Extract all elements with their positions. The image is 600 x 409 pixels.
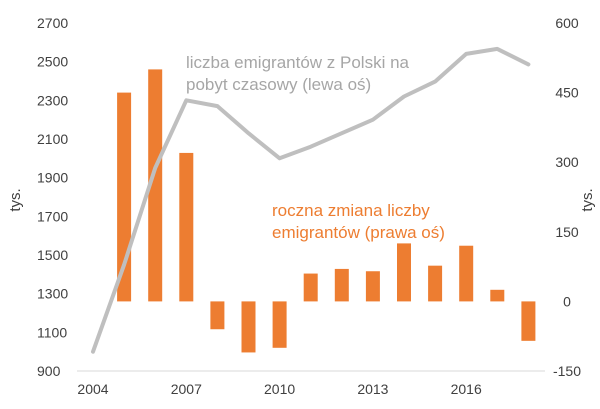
left-tick-label: 900	[37, 363, 61, 379]
left-tick-label: 2700	[37, 15, 68, 31]
right-tick-label: 600	[555, 15, 579, 31]
left-tick-label: 1700	[37, 208, 68, 224]
bar	[490, 289, 505, 302]
left-tick-label: 1500	[37, 247, 68, 263]
x-tick-label: 2013	[357, 381, 388, 397]
bar	[428, 265, 443, 302]
left-tick-label: 1300	[37, 286, 68, 302]
right-axis-label: tys.	[579, 188, 596, 211]
bar	[272, 301, 287, 348]
left-tick-label: 1100	[37, 324, 67, 340]
bar-annotation-line-1: roczna zmiana liczby	[272, 201, 430, 220]
line-series	[91, 46, 531, 354]
right-tick-label: -150	[553, 363, 581, 379]
x-tick-label: 2010	[264, 381, 295, 397]
left-tick-label: 2300	[37, 92, 68, 108]
bar	[334, 268, 349, 302]
line-annotation: liczba emigrantów z Polski na pobyt czas…	[186, 53, 414, 94]
bar	[148, 69, 163, 302]
bar	[459, 245, 474, 302]
x-tick-label: 2007	[171, 381, 202, 397]
x-axis-ticks: 2004 2007 2010 2013 2016	[77, 381, 482, 397]
line-annotation-line-1: liczba emigrantów z Polski na	[186, 53, 410, 72]
bar	[303, 273, 318, 302]
left-tick-label: 2500	[37, 54, 68, 70]
right-tick-label: 300	[555, 154, 579, 170]
left-axis-label: tys.	[7, 188, 24, 211]
right-tick-label: 0	[563, 293, 571, 309]
bar	[179, 152, 194, 302]
left-tick-label: 2100	[37, 131, 68, 147]
left-tick-label: 1900	[37, 170, 68, 186]
bar-series	[117, 69, 536, 353]
bar	[241, 301, 256, 353]
bar	[397, 243, 411, 302]
bar-annotation-line-2: emigrantów (prawa oś)	[272, 223, 445, 242]
x-tick-label: 2016	[451, 381, 482, 397]
line-annotation-line-2: pobyt czasowy (lewa oś)	[186, 75, 371, 94]
bar	[365, 271, 380, 302]
bar-annotation: roczna zmiana liczby emigrantów (prawa o…	[272, 201, 445, 242]
bar	[521, 301, 536, 341]
right-axis-ticks: 600 450 300 150 0 -150	[553, 15, 581, 379]
right-tick-label: 450	[555, 85, 579, 101]
left-axis-ticks: 2700 2500 2300 2100 1900 1700 1500 1300 1100 900	[37, 15, 68, 379]
x-tick-label: 2004	[77, 381, 108, 397]
right-tick-label: 150	[555, 224, 579, 240]
bar	[210, 301, 225, 330]
